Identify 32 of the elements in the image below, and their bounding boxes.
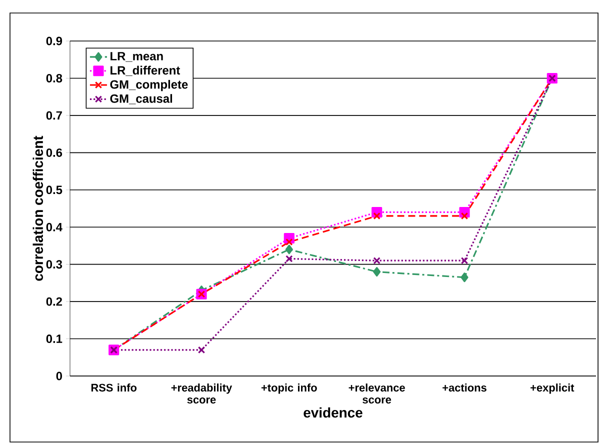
legend-label: GM_complete bbox=[110, 80, 188, 92]
point bbox=[286, 238, 293, 246]
y-tick-label: 0.1 bbox=[46, 334, 62, 343]
y-tick-label: 0.9 bbox=[46, 36, 62, 46]
x-tick-label: +relevance score bbox=[348, 384, 405, 404]
point bbox=[373, 212, 380, 220]
y-tick-label: 0.2 bbox=[46, 297, 62, 306]
y-axis-title: correlation coefficient bbox=[32, 136, 44, 281]
point bbox=[373, 256, 380, 264]
point bbox=[286, 255, 293, 262]
point bbox=[373, 266, 381, 277]
point bbox=[460, 212, 468, 220]
y-tick-label: 0.6 bbox=[46, 148, 62, 157]
legend-label: LR_different bbox=[110, 66, 180, 76]
point bbox=[460, 256, 468, 264]
y-tick-label: 0.5 bbox=[46, 186, 62, 194]
y-tick-label: 0.7 bbox=[46, 111, 62, 120]
point bbox=[198, 346, 206, 354]
x-tick-label: +topic info bbox=[261, 384, 317, 394]
y-tick-label: 0.4 bbox=[46, 222, 62, 232]
legend-label: LR_mean bbox=[110, 52, 163, 62]
y-tick-label: 0.3 bbox=[46, 260, 62, 269]
point bbox=[460, 272, 468, 282]
x-tick-label: +explicit bbox=[530, 384, 574, 394]
x-tick-label: RSS info bbox=[91, 384, 137, 392]
legend-label: GM_causal bbox=[110, 94, 172, 104]
x-tick-label: +readability score bbox=[171, 384, 232, 404]
y-tick-label: 0 bbox=[56, 372, 62, 380]
y-tick-label: 0.8 bbox=[46, 74, 62, 82]
point bbox=[285, 244, 293, 254]
x-axis-title: evidence bbox=[304, 407, 362, 418]
x-tick-label: +actions bbox=[442, 384, 486, 392]
